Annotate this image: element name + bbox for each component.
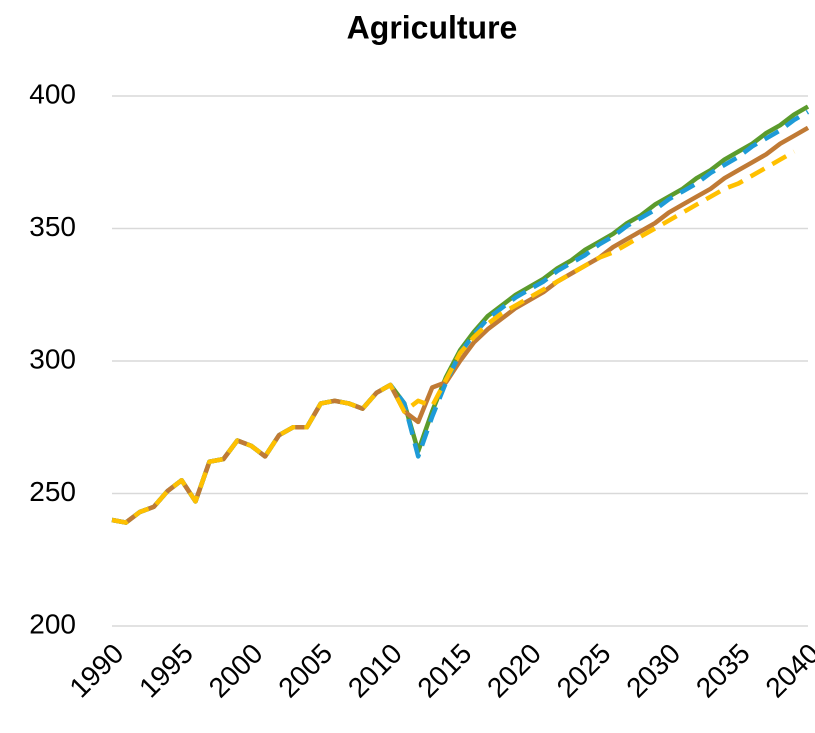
x-tick-label: 2040: [759, 638, 815, 704]
x-tick-label: 2030: [620, 638, 686, 704]
x-tick-label: 2015: [411, 638, 477, 704]
chart-title: Agriculture: [347, 9, 518, 45]
x-tick-label: 2000: [203, 638, 269, 704]
y-tick-label: 350: [29, 211, 76, 242]
x-tick-label: 1990: [63, 638, 129, 704]
y-tick-label: 200: [29, 608, 76, 639]
x-tick-label: 1995: [133, 638, 199, 704]
series-line: [111, 125, 810, 525]
x-tick-label: 2010: [342, 638, 408, 704]
x-tick-label: 2035: [690, 638, 756, 704]
y-tick-label: 300: [29, 343, 76, 374]
x-tick-label: 2005: [272, 638, 338, 704]
y-tick-label: 400: [29, 78, 76, 109]
series-line: [111, 149, 796, 525]
x-tick-label: 2025: [551, 638, 617, 704]
y-tick-label: 250: [29, 476, 76, 507]
plot: [111, 104, 810, 525]
x-tick-label: 2020: [481, 638, 547, 704]
